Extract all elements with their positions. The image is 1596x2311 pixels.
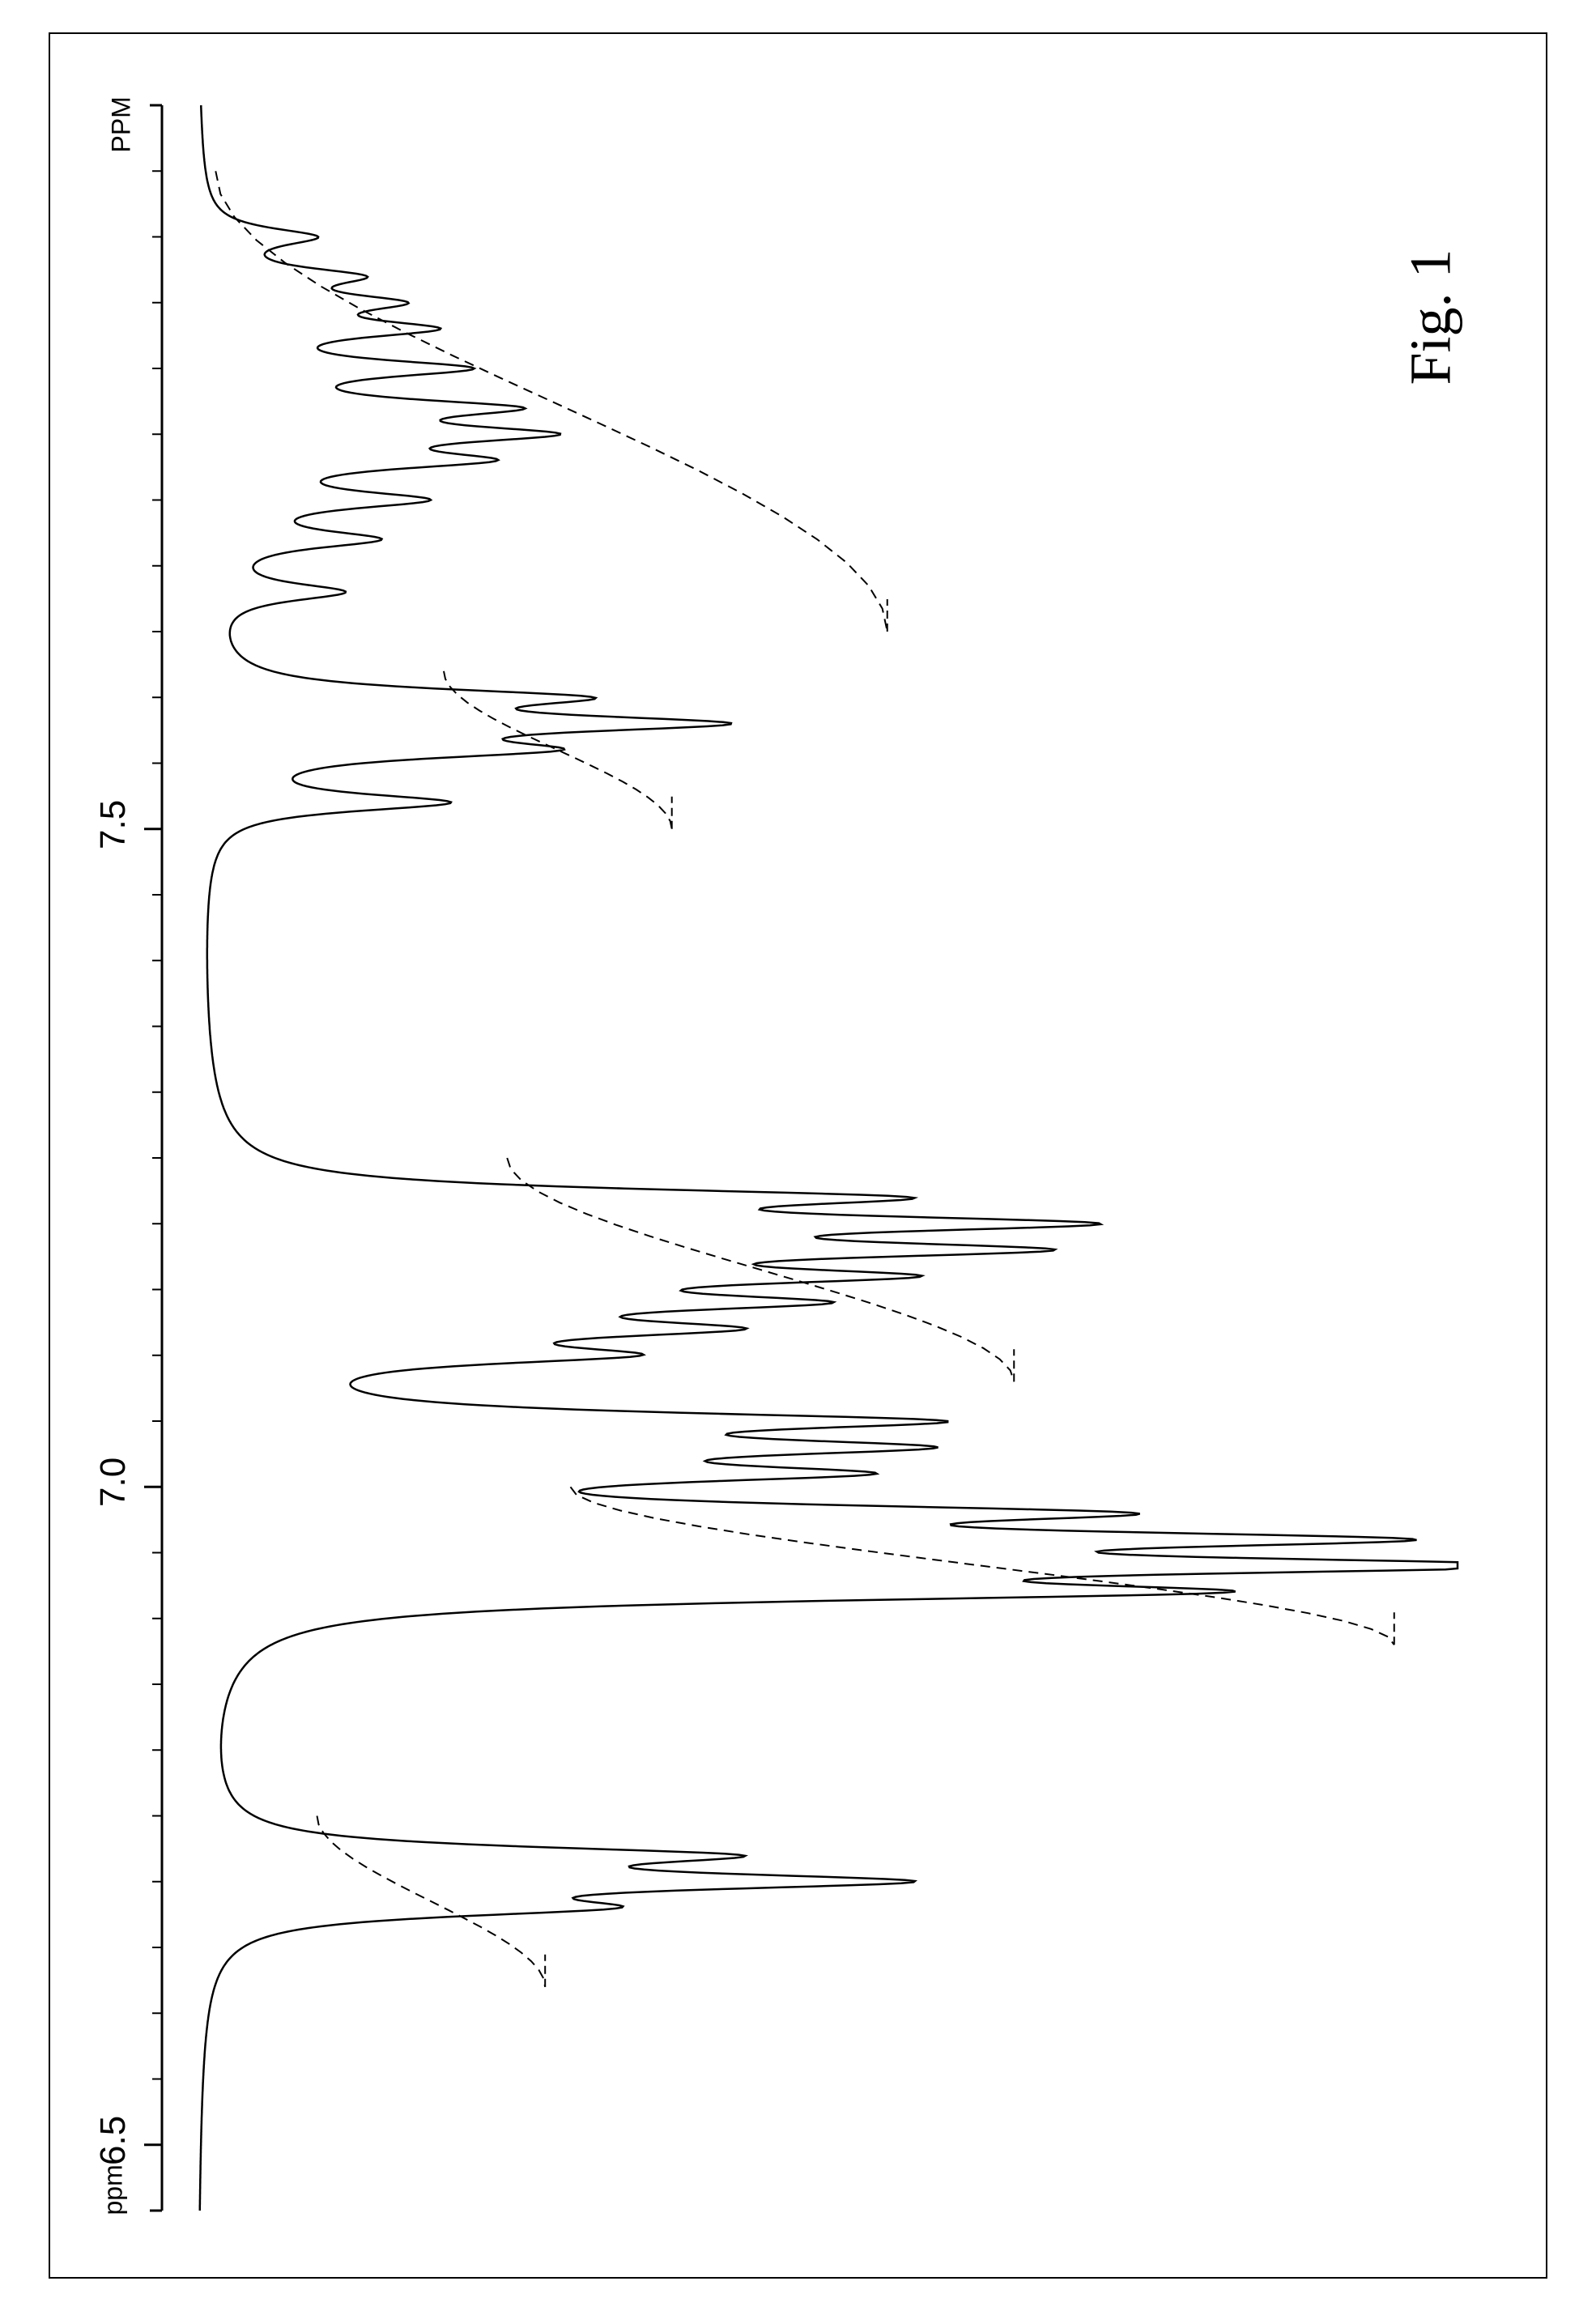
spectrum-line [200,105,1458,2211]
axis-group [144,105,162,2211]
integration-segment [571,1487,1394,1645]
axis-label-ppm-bottom: ppm [99,2164,129,2215]
tick-label: 7.5 [93,800,134,849]
integration-segment [215,171,887,632]
minor-ticks [152,171,162,2145]
nmr-spectrum-chart [81,65,1522,2251]
tick-label: 6.5 [93,2116,134,2165]
spectrum-svg [81,65,1522,2251]
tick-label: 7.0 [93,1458,134,1507]
spectrum-trace [200,105,1458,2211]
axis-label-ppm-top: PPM [107,96,137,152]
integration-curves [215,171,1394,1987]
